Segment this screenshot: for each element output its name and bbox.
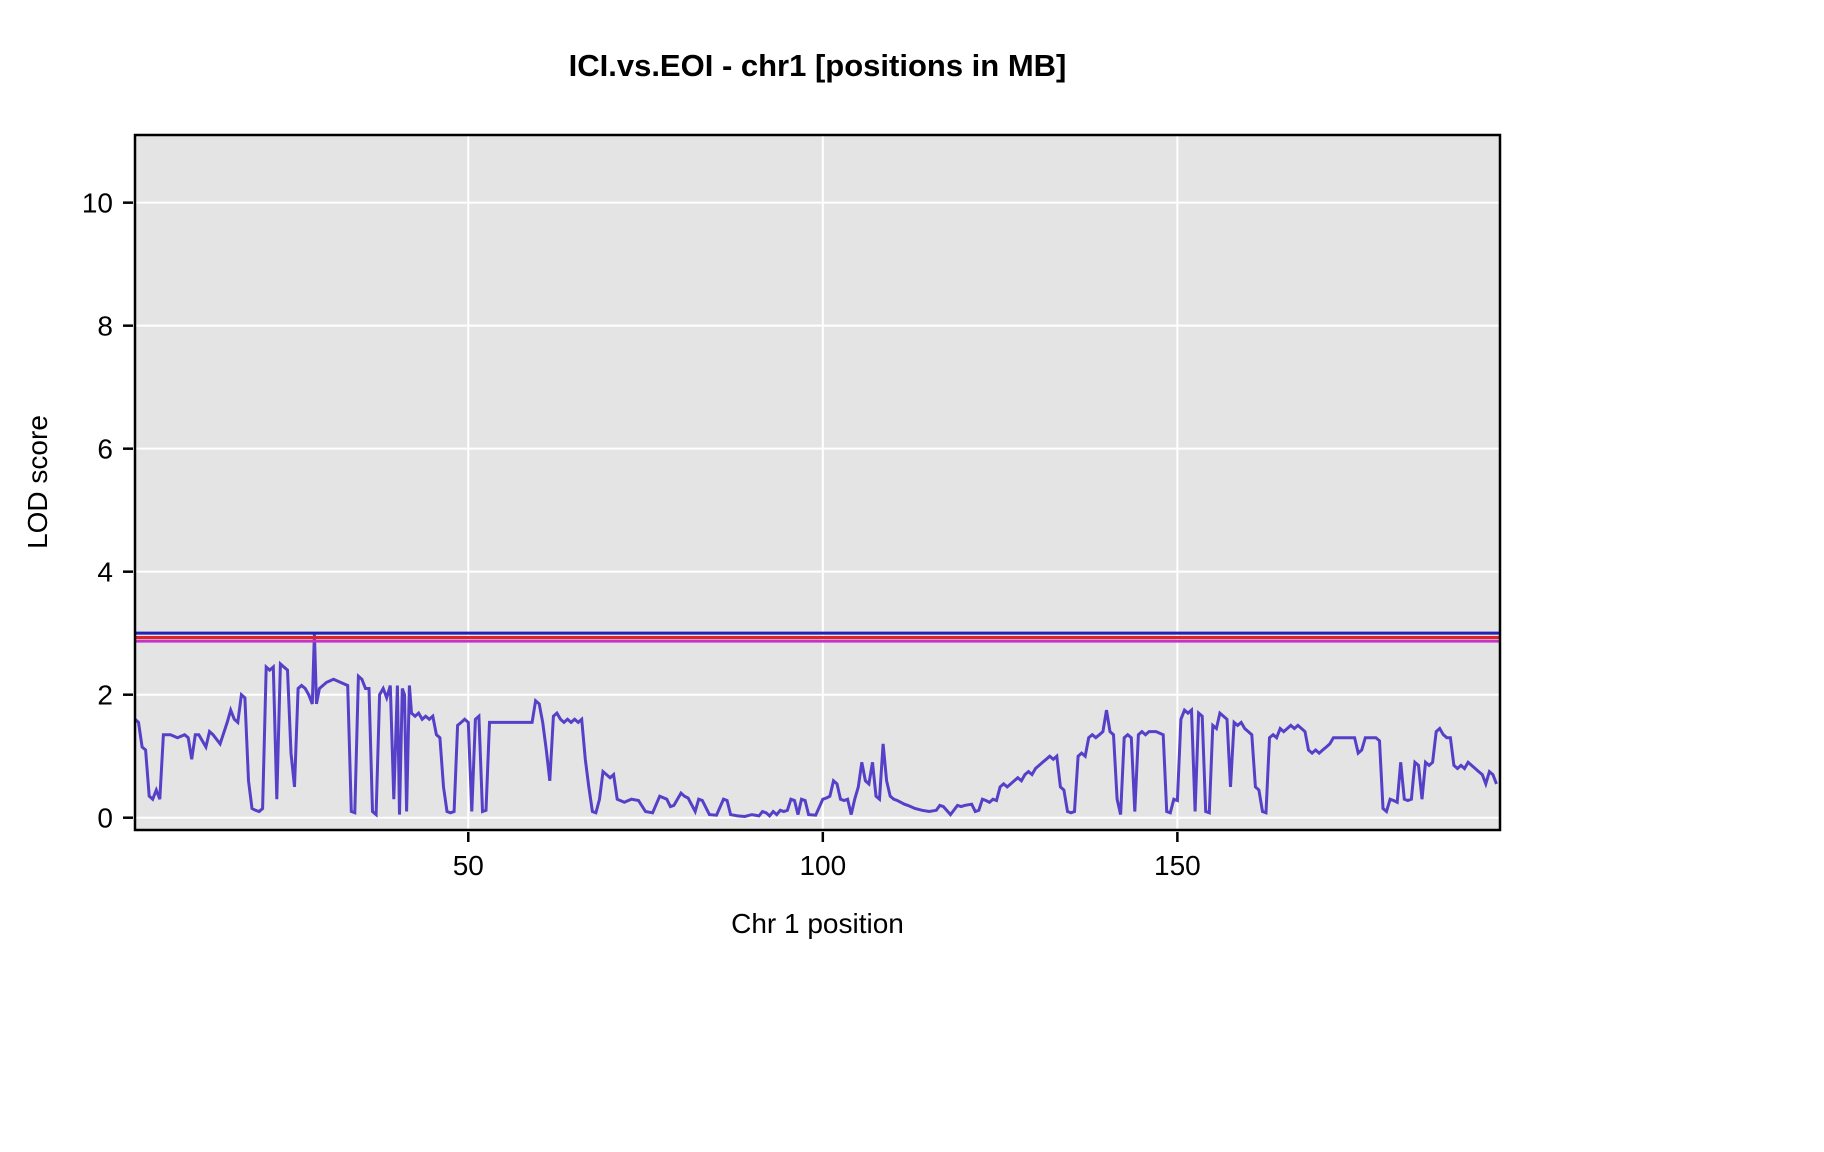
x-tick-label: 150 bbox=[1154, 850, 1201, 881]
y-tick-label: 2 bbox=[97, 680, 113, 711]
y-tick-label: 6 bbox=[97, 434, 113, 465]
x-axis-label: Chr 1 position bbox=[731, 908, 904, 939]
y-tick-label: 0 bbox=[97, 803, 113, 834]
y-tick-label: 8 bbox=[97, 311, 113, 342]
x-tick-label: 100 bbox=[799, 850, 846, 881]
y-tick-label: 4 bbox=[97, 557, 113, 588]
lod-series-line bbox=[135, 633, 1498, 819]
x-tick-label: 50 bbox=[453, 850, 484, 881]
chart-title: ICI.vs.EOI - chr1 [positions in MB] bbox=[568, 48, 1067, 83]
panel-frame bbox=[133, 133, 1502, 832]
y-tick-label: 10 bbox=[82, 188, 113, 219]
panel-background bbox=[135, 135, 1500, 830]
